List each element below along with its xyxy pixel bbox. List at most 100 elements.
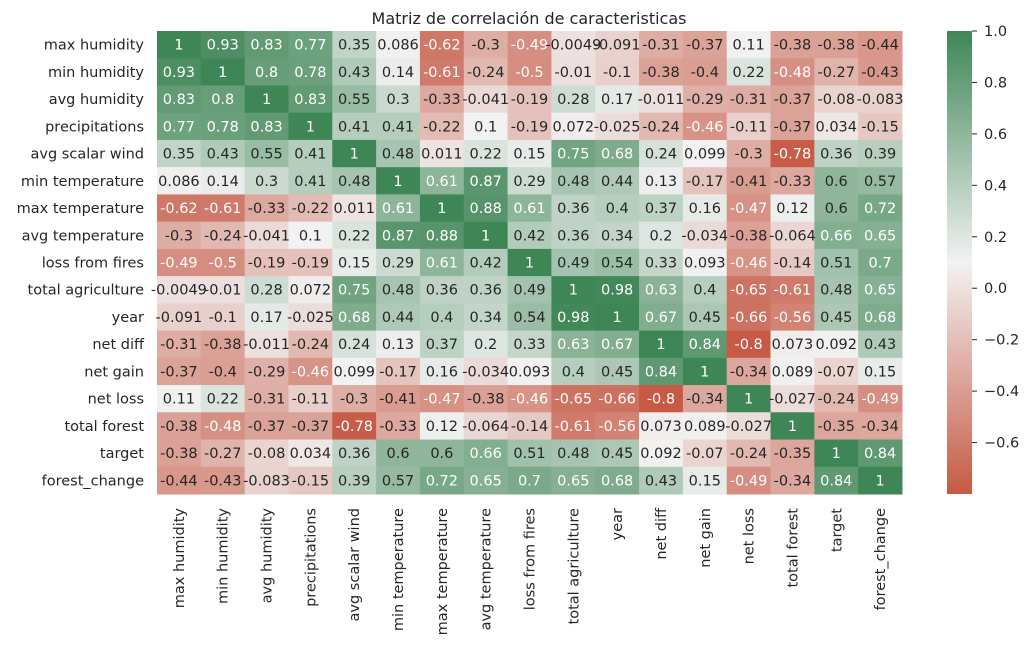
cell-annotation: 0.65 xyxy=(470,473,502,489)
cell-annotation: 0.15 xyxy=(864,364,896,380)
cell-annotation: 0.68 xyxy=(601,473,633,489)
heatmap-cell xyxy=(682,248,728,277)
heatmap-cell xyxy=(332,112,377,141)
cell-annotation: -0.3 xyxy=(165,228,193,244)
cell-annotation: 0.14 xyxy=(382,65,414,81)
heatmap-cell xyxy=(770,112,815,141)
heatmap-cell xyxy=(200,385,246,413)
cell-annotation: -0.1 xyxy=(603,65,631,81)
heatmap-cell xyxy=(419,466,465,495)
y-tick-label: net gain xyxy=(84,364,144,380)
cell-annotation: 0.75 xyxy=(557,147,589,163)
cell-annotation: 0.45 xyxy=(601,446,633,462)
y-tick-label: min humidity xyxy=(48,65,144,81)
heatmap-cell xyxy=(639,112,684,141)
cell-annotation: 0.4 xyxy=(693,283,716,299)
x-tick-label: min temperature xyxy=(391,508,407,631)
heatmap-cell xyxy=(200,112,246,141)
cell-annotation: 0.12 xyxy=(776,201,808,217)
heatmap-cell xyxy=(200,85,246,114)
y-tick-labels: max humidity min humidity avg humidity prec… xyxy=(17,38,145,490)
heatmap-cell xyxy=(682,330,728,359)
heatmap-cell xyxy=(419,139,465,168)
cell-annotation: 0.073 xyxy=(640,419,682,435)
heatmap-cell xyxy=(507,167,552,195)
cell-annotation: -0.19 xyxy=(292,256,330,272)
heatmap-cell xyxy=(200,466,246,495)
heatmap-cell xyxy=(157,276,202,304)
heatmap-cell xyxy=(814,221,859,250)
cell-annotation: -0.17 xyxy=(379,364,417,380)
heatmap-cell xyxy=(244,167,289,195)
heatmap-cell xyxy=(507,221,552,250)
heatmap-cell xyxy=(551,330,596,359)
heatmap-cell xyxy=(376,439,421,468)
heatmap-cell xyxy=(814,167,859,195)
heatmap-cell xyxy=(639,330,684,359)
colorbar-tick-label: −0.6 xyxy=(984,436,1019,452)
cell-annotation: 0.45 xyxy=(601,364,633,380)
heatmap-cell xyxy=(244,357,289,386)
heatmap-cell xyxy=(639,31,684,59)
cell-annotation: 0.13 xyxy=(382,337,414,353)
cell-annotation: -0.66 xyxy=(598,392,636,408)
heatmap-cell xyxy=(376,167,421,195)
heatmap-cell xyxy=(551,85,596,114)
cell-annotation: 0.22 xyxy=(338,228,370,244)
cell-annotation: 0.41 xyxy=(294,147,326,163)
colorbar-tick-label: 0.2 xyxy=(984,230,1007,246)
heatmap-cell xyxy=(200,31,246,59)
cell-annotation: -0.034 xyxy=(462,364,509,380)
cell-annotation: -0.5 xyxy=(209,256,237,272)
heatmap-cell xyxy=(858,412,903,441)
heatmap-cell xyxy=(507,276,552,304)
heatmap-cell xyxy=(157,466,202,495)
heatmap-cell xyxy=(332,248,377,277)
heatmap-cell xyxy=(157,385,202,413)
heatmap-cell xyxy=(639,439,684,468)
x-tick-label: precipitations xyxy=(303,508,319,607)
cell-annotation: -0.07 xyxy=(686,446,724,462)
heatmap-cell xyxy=(244,248,289,277)
x-tick-label: forest_change xyxy=(873,508,889,610)
cell-annotation: -0.15 xyxy=(861,119,899,135)
cell-annotation: -0.24 xyxy=(642,119,680,135)
heatmap-cell xyxy=(244,58,289,86)
cell-annotation: 0.48 xyxy=(557,446,589,462)
heatmap-cell xyxy=(332,385,377,413)
heatmap-cell xyxy=(244,85,289,114)
cell-annotation: 0.75 xyxy=(338,283,370,299)
cell-annotation: 1 xyxy=(262,92,271,108)
heatmap-cell xyxy=(682,385,728,413)
heatmap-cell xyxy=(157,221,202,250)
heatmap-cell xyxy=(726,276,772,304)
cell-annotation: 0.83 xyxy=(250,38,282,54)
cell-annotation: -0.46 xyxy=(511,392,549,408)
heatmap-cell xyxy=(200,221,246,250)
heatmap-cell xyxy=(726,112,772,141)
heatmap-cell xyxy=(332,167,377,195)
cell-annotation: 0.48 xyxy=(338,174,370,190)
cell-annotation: -0.49 xyxy=(511,38,549,54)
x-tick-label: year xyxy=(610,508,626,540)
cell-annotation: -0.4 xyxy=(209,364,237,380)
cell-annotation: -0.025 xyxy=(287,310,334,326)
cell-annotation: -0.56 xyxy=(774,310,812,326)
heatmap-cell xyxy=(639,276,684,304)
heatmap-cell xyxy=(726,303,772,332)
heatmap-cell xyxy=(463,31,509,59)
heatmap-cell xyxy=(288,330,333,359)
cell-annotation: -0.46 xyxy=(292,364,330,380)
heatmap-cell xyxy=(376,276,421,304)
heatmap-cell xyxy=(507,139,552,168)
heatmap-cell xyxy=(376,194,421,223)
heatmap-cell xyxy=(682,194,728,223)
heatmap-cell xyxy=(639,85,684,114)
cell-annotation: 0.93 xyxy=(207,38,239,54)
cell-annotation: -0.38 xyxy=(730,228,768,244)
heatmap-cell xyxy=(770,412,815,441)
y-tick-label: year xyxy=(112,310,144,326)
heatmap-cell xyxy=(507,31,552,59)
heatmap-cell xyxy=(376,85,421,114)
